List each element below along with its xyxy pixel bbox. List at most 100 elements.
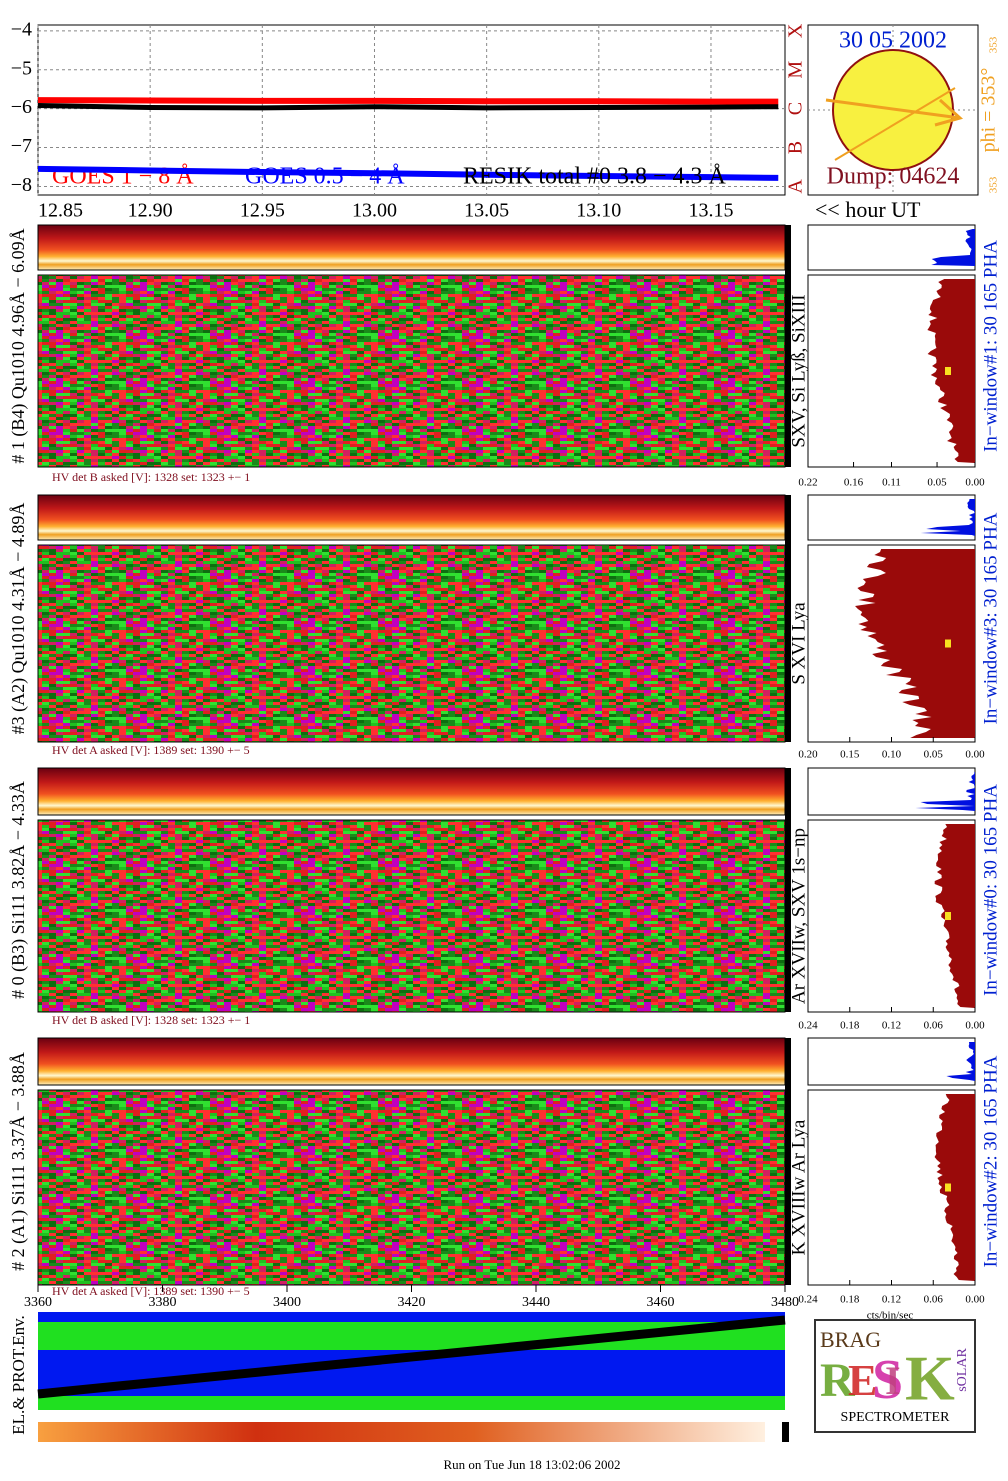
spectrum-strip bbox=[37, 1037, 786, 1086]
panel-label: #3 (A2) Qu1010 4.31Å − 4.89Å bbox=[8, 503, 29, 735]
pha-marker bbox=[945, 912, 951, 920]
pha-marker bbox=[945, 1183, 951, 1192]
pha-tick-label: 0.00 bbox=[965, 749, 985, 761]
sun-arrow bbox=[825, 98, 961, 120]
env-tick-label: 3420 bbox=[398, 1295, 426, 1310]
pha-unit: cts/bin/sec bbox=[867, 1310, 914, 1322]
x-tick-label: 13.00 bbox=[352, 200, 397, 222]
class-label: B bbox=[785, 141, 807, 154]
date: 30 05 2002 bbox=[839, 28, 947, 54]
spectrogram bbox=[37, 274, 786, 468]
pha-tick-label: 0.11 bbox=[882, 477, 901, 489]
x-tick-label: 13.15 bbox=[688, 200, 733, 222]
logo-solar: sOLAR bbox=[955, 1348, 970, 1392]
channel-bar bbox=[785, 495, 791, 742]
y-tick-label: −8 bbox=[11, 174, 32, 196]
pha-top-area bbox=[915, 772, 975, 811]
line-label: SXV, Si Lyß, SiXIII bbox=[788, 294, 809, 447]
y-tick-label: −5 bbox=[11, 57, 32, 79]
pha-tick-label: 0.12 bbox=[882, 1294, 901, 1306]
panel-label: # 2 (A1) Si111 3.37Å − 3.88Å bbox=[8, 1052, 29, 1271]
x-tick-label: 12.95 bbox=[240, 200, 285, 222]
x-tick-label: 13.10 bbox=[576, 200, 621, 222]
pha-top-area bbox=[946, 1042, 975, 1081]
pha-area bbox=[855, 549, 975, 738]
spectrogram bbox=[37, 1089, 786, 1286]
pha-tick-label: 0.10 bbox=[882, 749, 902, 761]
pha-tick-label: 0.12 bbox=[882, 1020, 901, 1032]
env-tick-label: 3400 bbox=[273, 1295, 301, 1310]
window-label: In−window#2: 30 165 PHA bbox=[980, 1055, 1001, 1267]
footer: Run on Tue Jun 18 13:02:06 2002 bbox=[444, 1457, 621, 1472]
legend-entry: RESIK total #0 3.8 − 4.3 Å bbox=[463, 164, 727, 190]
logo-frame bbox=[814, 1319, 976, 1433]
window-label: In−window#3: 30 165 PHA bbox=[980, 512, 1001, 724]
series-line bbox=[37, 103, 779, 111]
pha-tick-label: 0.06 bbox=[924, 1020, 944, 1032]
color-bar bbox=[38, 1422, 765, 1442]
logo-letter: R bbox=[820, 1354, 856, 1407]
y-tick-label: −7 bbox=[11, 135, 32, 157]
channel-bar bbox=[785, 225, 791, 467]
pha-tick-label: 0.05 bbox=[927, 477, 947, 489]
color-bar-end bbox=[782, 1422, 789, 1442]
pha-top-area bbox=[920, 499, 975, 536]
window-label: In−window#1: 30 165 PHA bbox=[980, 240, 1001, 452]
logo-letter: I bbox=[885, 1358, 901, 1403]
class-label: M bbox=[785, 61, 807, 79]
x-tick-label: 12.85 bbox=[38, 200, 83, 222]
hv-label: HV det A asked [V]: 1389 set: 1390 +− 5 bbox=[52, 743, 250, 757]
logo-letter: E bbox=[848, 1356, 877, 1405]
env-label: EL.& PROT.Env. bbox=[9, 1315, 28, 1434]
pha-marker bbox=[945, 639, 951, 648]
line-label: Ar XVIIw, SXV 1s−np bbox=[788, 828, 809, 1004]
pha-area bbox=[934, 824, 975, 1008]
pha-tick-label: 0.18 bbox=[840, 1294, 860, 1306]
sun-arrowhead bbox=[934, 98, 964, 127]
pha-tick-label: 0.20 bbox=[798, 749, 818, 761]
spectrogram bbox=[37, 819, 786, 1013]
line-label: K XVIIIw Ar Lya bbox=[788, 1119, 809, 1255]
phi-top: 353 bbox=[988, 36, 1000, 53]
y-tick-label: −6 bbox=[11, 96, 32, 118]
dump: Dump: 04624 bbox=[827, 164, 960, 190]
x-tick-label: 13.05 bbox=[464, 200, 509, 222]
phi-bottom: 353 bbox=[988, 176, 1000, 193]
channel-bar bbox=[785, 768, 791, 1012]
pha-frame bbox=[807, 1037, 976, 1086]
pha-tick-label: 0.00 bbox=[965, 1294, 985, 1306]
pha-tick-label: 0.16 bbox=[844, 477, 864, 489]
class-label: A bbox=[785, 179, 807, 194]
pha-tick-label: 0.00 bbox=[965, 1020, 985, 1032]
pha-tick-label: 0.05 bbox=[924, 749, 944, 761]
hv-label: HV det B asked [V]: 1328 set: 1323 +− 1 bbox=[52, 470, 250, 484]
spectrogram bbox=[37, 544, 786, 743]
spectrum-strip bbox=[37, 224, 786, 271]
env-trend bbox=[37, 1315, 786, 1399]
pha-tick-label: 0.24 bbox=[798, 1020, 818, 1032]
logo-letter: K bbox=[905, 1343, 955, 1414]
pha-tick-label: 0.22 bbox=[798, 477, 817, 489]
pha-area bbox=[934, 1094, 975, 1281]
panel-label: # 0 (B3) Si111 3.82Å − 4.33Å bbox=[8, 781, 29, 999]
panel-label: # 1 (B4) Qu1010 4.96Å − 6.09Å bbox=[8, 228, 29, 463]
pha-marker bbox=[945, 367, 951, 375]
x-tick-label: 12.90 bbox=[128, 200, 173, 222]
pha-tick-label: 0.15 bbox=[840, 749, 860, 761]
logo-letter: S bbox=[872, 1349, 903, 1411]
hv-label: HV det A asked [V]: 1389 set: 1390 +− 5 bbox=[52, 1284, 250, 1298]
y-tick-label: −4 bbox=[11, 18, 32, 40]
env-tick-label: 3360 bbox=[24, 1295, 52, 1310]
logo-bragg: BRAG bbox=[820, 1327, 881, 1352]
legend-entry: GOES 0.5 − 4 Å bbox=[245, 164, 405, 190]
line-label: S XVI Lya bbox=[788, 602, 809, 685]
spectrum-strip bbox=[37, 767, 786, 816]
pha-tick-label: 0.24 bbox=[798, 1294, 818, 1306]
env-tick-label: 3460 bbox=[647, 1295, 675, 1310]
env-tick-label: 3380 bbox=[149, 1295, 177, 1310]
window-label: In−window#0: 30 165 PHA bbox=[980, 784, 1001, 996]
logo-caption: SPECTROMETER bbox=[841, 1410, 951, 1425]
series-line bbox=[37, 165, 779, 181]
